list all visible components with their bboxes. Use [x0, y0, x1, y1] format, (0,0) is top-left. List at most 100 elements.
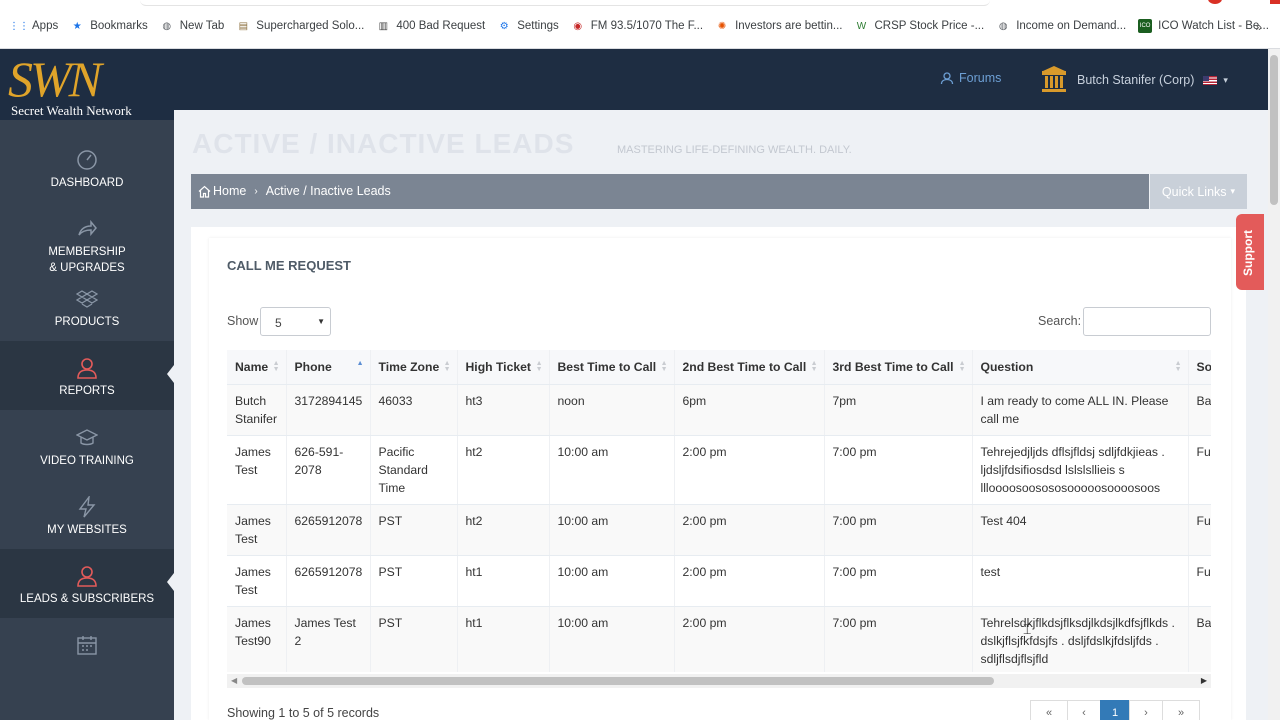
bookmark-item[interactable]: ◍ Income on Demand...	[996, 19, 1126, 33]
column-header[interactable]: Phone ▲	[286, 350, 371, 385]
wsj-favicon: W	[856, 20, 867, 32]
table-horizontal-scrollbar[interactable]: ◀ ▶	[227, 674, 1211, 688]
sidebar-item-label: VIDEO TRAINING	[40, 455, 134, 467]
column-header-label: 3rd Best Time to Call	[832, 359, 954, 374]
bookmark-item[interactable]: ◉ FM 93.5/1070 The F...	[571, 19, 703, 33]
column-header[interactable]: High Ticket ▲ ▼	[457, 350, 550, 385]
gear-icon: ⚙	[499, 20, 509, 32]
table-cell: ht1	[457, 555, 550, 607]
pager-last-button[interactable]: »	[1162, 700, 1200, 720]
table-cell: 7:00 pm	[824, 435, 973, 505]
bookmark-list: ⋮⋮ Apps ★ Bookmarks ◍ New Tab ▤ Supercharged So…	[9, 19, 1280, 33]
bookmark-item[interactable]: ▥ 400 Bad Request	[376, 19, 486, 33]
user-menu[interactable]: Butch Stanifer (Corp) ▾	[1040, 66, 1228, 94]
column-header[interactable]: Time Zone ▲ ▼	[370, 350, 458, 385]
table-cell: 2:00 pm	[674, 435, 825, 505]
pager-page-1-button[interactable]: 1	[1100, 700, 1130, 720]
table-scrollbar-thumb[interactable]	[242, 677, 994, 685]
bookmark-item[interactable]: W CRSP Stock Price -...	[854, 19, 984, 33]
pager-next-button[interactable]: ›	[1129, 700, 1163, 720]
quick-links-button[interactable]: Quick Links ▾	[1150, 174, 1247, 209]
column-header[interactable]: Name ▲ ▼	[227, 350, 287, 385]
column-header[interactable]: Best Time to Call ▲ ▼	[549, 350, 675, 385]
logo[interactable]: SWN Secret Wealth Network	[0, 49, 174, 120]
page-scrollbar[interactable]	[1268, 49, 1280, 720]
pager-prev-button[interactable]: ‹	[1067, 700, 1101, 720]
bookmark-item[interactable]: ⋮⋮ Apps	[9, 19, 58, 33]
scroll-left-icon[interactable]: ◀	[231, 676, 238, 685]
bookmark-label: Bookmarks	[90, 20, 148, 32]
table-info: Showing 1 to 5 of 5 records	[227, 706, 380, 720]
sort-both-icon: ▲ ▼	[272, 360, 280, 373]
column-header[interactable]: 3rd Best Time to Call ▲ ▼	[824, 350, 973, 385]
bookmark-item[interactable]: ⚙ Settings	[497, 19, 559, 33]
user-name: Butch Stanifer (Corp)	[1077, 73, 1195, 87]
page-length-select[interactable]: 5 ▼	[260, 307, 331, 336]
table-row[interactable]: James Test 6265912078 PST ht1 10:00 am 2:00 p…	[227, 555, 1211, 607]
apps-grid-icon: ⋮⋮	[9, 20, 29, 32]
user-outline-icon	[940, 72, 954, 85]
radio-favicon: ◉	[573, 20, 583, 32]
sidebar-item-membership-upgrades[interactable]: MEMBERSHIP & UPGRADES	[0, 202, 174, 274]
pagination: «‹ 1 ›»	[1030, 700, 1200, 720]
sidebar-item-video-training[interactable]: VIDEO TRAINING	[0, 411, 174, 480]
pillar-icon: ▥	[378, 20, 389, 32]
table-cell: 46033	[370, 384, 458, 436]
chevron-down-icon: ▾	[1230, 186, 1236, 196]
table-cell: James Test	[227, 435, 287, 505]
search-input[interactable]	[1083, 307, 1211, 336]
sidebar-item-calendar[interactable]	[0, 618, 174, 687]
sidebar-item-label: PRODUCTS	[54, 316, 120, 328]
sidebar-item-leads-subscribers[interactable]: LEADS & SUBSCRIBERS	[0, 549, 174, 618]
bookmark-item[interactable]: ICO ICO Watch List - Be...	[1138, 19, 1269, 33]
column-header[interactable]: Sou	[1188, 350, 1211, 385]
sidebar-item-label: MEMBERSHIP & UPGRADES	[48, 246, 126, 274]
table-cell: 2:00 pm	[674, 606, 825, 672]
table-cell: Fun Pag	[1188, 435, 1211, 505]
table-row[interactable]: Butch Stanifer 3172894145 46033 ht3 noon 6pm 7…	[227, 384, 1211, 436]
support-tab[interactable]: Support	[1236, 214, 1264, 290]
table-cell: James Test	[227, 555, 287, 607]
table-cell: Tehrelsdkjflkdsjflksdjlkdsjlkdfsjflkds .…	[972, 606, 1189, 672]
logo-mark: SWN	[8, 51, 102, 107]
table-cell: 7:00 pm	[824, 555, 973, 607]
bolt-icon	[76, 494, 98, 518]
table-row[interactable]: James Test90 James Test 2 PST ht1 10:00 am 2:…	[227, 606, 1211, 672]
bookmark-item[interactable]: ▤ Supercharged Solo...	[236, 19, 365, 33]
sidebar-item-dashboard[interactable]: DASHBOARD	[0, 133, 174, 202]
scroll-right-icon[interactable]: ▶	[1200, 676, 1207, 685]
table-cell: 7pm	[824, 384, 973, 436]
sidebar-item-products[interactable]: PRODUCTS	[0, 272, 174, 341]
bookmark-item[interactable]: ✺ Investors are bettin...	[715, 19, 843, 33]
home-icon	[198, 185, 211, 198]
page-subtitle: MASTERING LIFE-DEFINING WEALTH. DAILY.	[617, 144, 852, 156]
sidebar-item-my-websites[interactable]: MY WEBSITES	[0, 480, 174, 549]
column-header[interactable]: Question ▲ ▼	[972, 350, 1189, 385]
sort-both-icon: ▲ ▼	[1174, 360, 1182, 373]
forums-link[interactable]: Forums	[940, 71, 1001, 85]
sidebar-item-reports[interactable]: REPORTS	[0, 341, 174, 410]
breadcrumb-home[interactable]: Home	[213, 184, 247, 198]
table-cell: James Test 2	[286, 606, 371, 672]
table-cell: Bac	[1188, 384, 1211, 436]
table-cell: 7:00 pm	[824, 606, 973, 672]
page-scrollbar-thumb[interactable]	[1270, 55, 1278, 205]
bookmark-item[interactable]: ★ Bookmarks	[70, 19, 148, 33]
ico-favicon: ICO	[1138, 19, 1153, 33]
bookmarks-overflow-button[interactable]: »	[1255, 20, 1262, 34]
graduation-cap-icon	[75, 427, 99, 449]
sort-both-icon: ▲ ▼	[443, 360, 451, 373]
table-row[interactable]: James Test 6265912078 PST ht2 10:00 am 2:00 p…	[227, 504, 1211, 556]
column-header-label: Question	[980, 359, 1034, 374]
table-cell: 6265912078	[286, 504, 371, 556]
bookmark-item[interactable]: ◍ New Tab	[160, 19, 224, 33]
pager-first-button[interactable]: «	[1030, 700, 1068, 720]
column-header-label: High Ticket	[465, 359, 531, 374]
profile-indicator[interactable]	[1208, 0, 1222, 4]
logo-subtitle: Secret Wealth Network	[11, 103, 132, 118]
column-header[interactable]: 2nd Best Time to Call ▲ ▼	[674, 350, 825, 385]
bookmarks-bar: ⋮⋮ Apps ★ Bookmarks ◍ New Tab ▤ Supercharged So…	[0, 0, 1280, 49]
sort-ascending-icon: ▲	[356, 360, 364, 367]
panel-caption: CALL ME REQUEST	[227, 258, 351, 273]
table-row[interactable]: James Test 626-591-2078 Pacific Standard T…	[227, 435, 1211, 505]
